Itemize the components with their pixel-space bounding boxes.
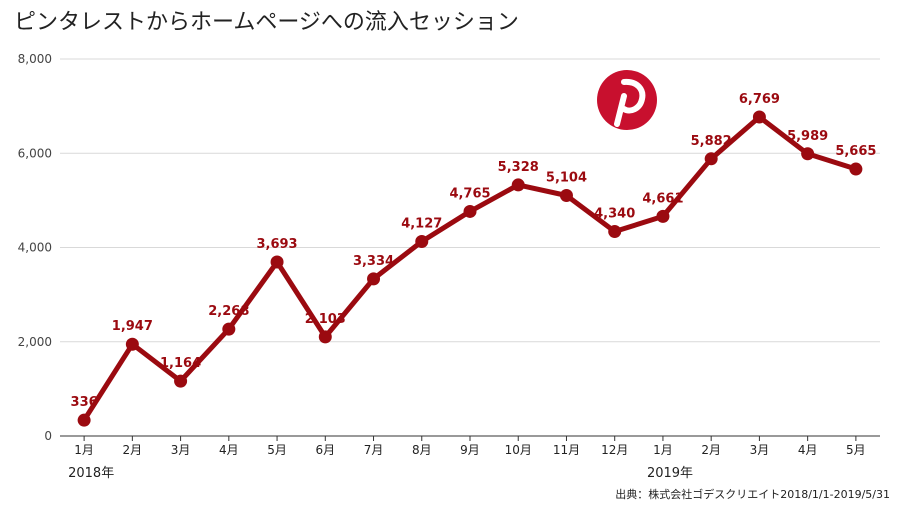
- data-label: 4,661: [642, 191, 683, 206]
- x-tick-label: 9月: [460, 443, 480, 457]
- data-point: [463, 204, 477, 218]
- data-point: [511, 178, 525, 192]
- data-label: 3,693: [256, 237, 297, 252]
- data-point: [125, 337, 139, 351]
- data-label: 5,882: [691, 134, 732, 149]
- y-tick-label: 4,000: [18, 241, 52, 255]
- data-point: [656, 209, 670, 223]
- data-label: 4,340: [594, 206, 635, 221]
- series-line: [81, 114, 859, 423]
- x-axis: 1月 2月 3月 4月 5月 6月 7月 8月 9月 10月 11月 12月 1月 2月 3月 4月 5月: [60, 435, 880, 457]
- pinterest-logo-icon: [597, 70, 657, 130]
- data-label: 1,947: [112, 319, 153, 334]
- data-point: [318, 330, 332, 344]
- data-points: [77, 110, 863, 427]
- x-tick-label: 5月: [267, 443, 287, 457]
- x-tick-label: 3月: [750, 443, 770, 457]
- x-tick-label: 4月: [219, 443, 239, 457]
- x-tick-label: 7月: [364, 443, 384, 457]
- y-tick-label: 0: [44, 429, 52, 443]
- data-label: 5,328: [498, 160, 539, 175]
- x-tick-label: 8月: [412, 443, 432, 457]
- x-tick-label: 10月: [505, 443, 532, 457]
- source-note: 出典：株式会社ゴデスクリエイト2018/1/1-2019/5/31: [615, 488, 890, 501]
- x-tick-label: 3月: [171, 443, 191, 457]
- x-tick-label: 5月: [846, 443, 866, 457]
- data-point: [174, 374, 188, 388]
- data-labels: 336 1,947 1,164 2,268 3,693 2,103 3,334 4,127 4,…: [71, 92, 877, 410]
- data-label: 3,334: [353, 254, 394, 269]
- data-point: [367, 272, 381, 286]
- x-tick-label: 2月: [123, 443, 143, 457]
- data-label: 5,989: [787, 129, 828, 144]
- x-tick-label: 11月: [553, 443, 580, 457]
- data-point: [222, 322, 236, 336]
- y-tick-label: 8,000: [18, 52, 52, 66]
- data-label: 5,104: [546, 170, 587, 185]
- data-label: 6,769: [739, 92, 780, 107]
- y-axis-ticks: 0 2,000 4,000 6,000 8,000: [18, 52, 52, 443]
- data-point: [704, 152, 718, 166]
- year-label-2019: 2019年: [646, 466, 694, 481]
- x-tick-label: 12月: [601, 443, 628, 457]
- year-label-2018: 2018年: [68, 466, 115, 481]
- data-point: [77, 413, 91, 427]
- data-point: [270, 255, 284, 269]
- x-tick-label: 6月: [315, 443, 335, 457]
- data-point: [849, 162, 863, 176]
- data-label: 336: [71, 395, 98, 410]
- series-line-sessions: [81, 114, 859, 423]
- data-label: 4,765: [449, 186, 490, 201]
- data-label: 1,164: [160, 356, 201, 371]
- data-point: [415, 235, 429, 249]
- data-label: 2,103: [305, 312, 346, 327]
- y-tick-label: 6,000: [18, 146, 52, 160]
- data-point: [608, 224, 622, 238]
- x-tick-label: 4月: [798, 443, 818, 457]
- grid-lines: [60, 58, 880, 343]
- x-tick-label: 1月: [653, 443, 673, 457]
- x-tick-label: 2月: [701, 443, 721, 457]
- x-tick-label: 1月: [74, 443, 94, 457]
- data-label: 4,127: [401, 217, 442, 232]
- y-tick-label: 2,000: [18, 335, 52, 349]
- data-point: [752, 110, 766, 124]
- data-label: 2,268: [208, 304, 249, 319]
- chart-title: ピンタレストからホームページへの流入セッション: [14, 10, 519, 35]
- data-label: 5,665: [835, 144, 876, 159]
- data-point: [559, 188, 573, 202]
- data-point: [801, 147, 815, 161]
